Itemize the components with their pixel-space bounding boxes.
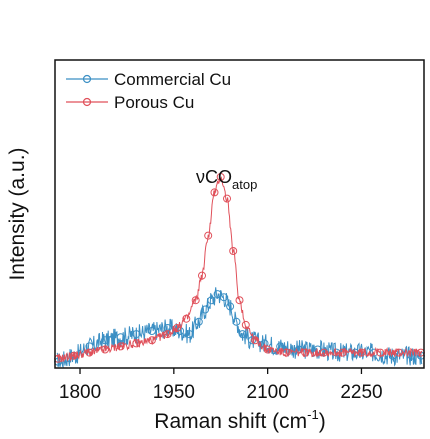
peak-annotation-subscript: atop [232, 177, 257, 192]
series-point-porous-cu-8 [173, 324, 181, 332]
x-tick-label-2250: 2250 [340, 382, 382, 403]
series-point-porous-cu-12 [204, 231, 213, 240]
x-axis-label-end: ) [319, 410, 326, 433]
x-tick-label-1950: 1950 [153, 382, 195, 403]
series-line-porous-cu [56, 175, 423, 363]
series-point-commercial-cu-11 [201, 305, 210, 314]
series-point-commercial-cu-15 [226, 302, 235, 311]
series-point-porous-cu-6 [147, 336, 156, 345]
series-point-commercial-cu-16 [232, 317, 241, 326]
series-point-commercial-cu-2 [85, 342, 94, 351]
legend-label-porous-cu: Porous Cu [114, 93, 194, 112]
series-point-commercial-cu-14 [219, 293, 228, 302]
series-point-porous-cu-18 [241, 320, 250, 329]
series-point-porous-cu-20 [263, 345, 272, 354]
series-point-commercial-cu-10 [194, 317, 203, 326]
series-point-porous-cu-22 [301, 348, 310, 357]
series-point-commercial-cu-13 [213, 290, 222, 299]
series-point-porous-cu-13 [210, 188, 219, 197]
series-point-commercial-cu-9 [185, 330, 194, 339]
peak-annotation-main: νCO [196, 167, 232, 187]
series-point-commercial-cu-7 [163, 324, 172, 332]
series-point-porous-cu-1 [69, 351, 78, 360]
series-point-commercial-cu-3 [101, 336, 109, 345]
plot-series [54, 173, 425, 369]
series-point-porous-cu-4 [116, 342, 125, 351]
x-axis-label-superscript: -1 [307, 407, 319, 422]
series-point-porous-cu-10 [191, 296, 200, 305]
series-point-commercial-cu-12 [207, 296, 216, 305]
series-point-porous-cu-5 [132, 339, 141, 348]
series-point-commercial-cu-17 [238, 330, 247, 339]
series-point-porous-cu-26 [376, 348, 385, 357]
y-axis-label: Intensity (a.u.) [6, 147, 29, 280]
legend-marker-porous-cu [82, 97, 92, 107]
series-point-porous-cu-24 [338, 348, 347, 357]
series-point-porous-cu-17 [235, 296, 244, 305]
x-tick-label-2100: 2100 [247, 382, 289, 403]
series-line-commercial-cu [56, 287, 423, 369]
series-point-commercial-cu-4 [116, 333, 125, 342]
legend: Commercial Cu Porous Cu [66, 70, 231, 112]
series-point-porous-cu-25 [357, 348, 366, 357]
series-point-commercial-cu-6 [147, 327, 156, 335]
series-point-porous-cu-16 [229, 247, 238, 255]
series-point-porous-cu-2 [85, 348, 94, 357]
series-point-porous-cu-19 [251, 336, 260, 345]
peak-annotation: νCOatop [196, 167, 257, 192]
x-axis-label-text: Raman shift (cm [154, 410, 307, 433]
legend-label-commercial-cu: Commercial Cu [114, 70, 231, 89]
x-axis-ticks: 1800 1950 2100 2250 [59, 368, 383, 403]
series-point-porous-cu-14 [216, 173, 225, 181]
plot-frame [54, 59, 425, 369]
series-point-porous-cu-15 [223, 194, 231, 203]
series-point-porous-cu-23 [319, 348, 328, 357]
series-point-porous-cu-9 [182, 314, 191, 323]
series-point-porous-cu-11 [198, 271, 206, 280]
series-point-porous-cu-7 [163, 330, 172, 339]
legend-marker-commercial-cu [82, 74, 92, 84]
series-point-porous-cu-27 [395, 348, 403, 357]
series-point-porous-cu-3 [101, 345, 109, 354]
series-point-commercial-cu-23 [332, 348, 341, 357]
series-point-commercial-cu-5 [132, 330, 141, 339]
x-axis-label: Raman shift (cm-1) [154, 407, 325, 433]
series-point-porous-cu-21 [282, 348, 291, 357]
x-tick-label-1800: 1800 [59, 382, 101, 403]
